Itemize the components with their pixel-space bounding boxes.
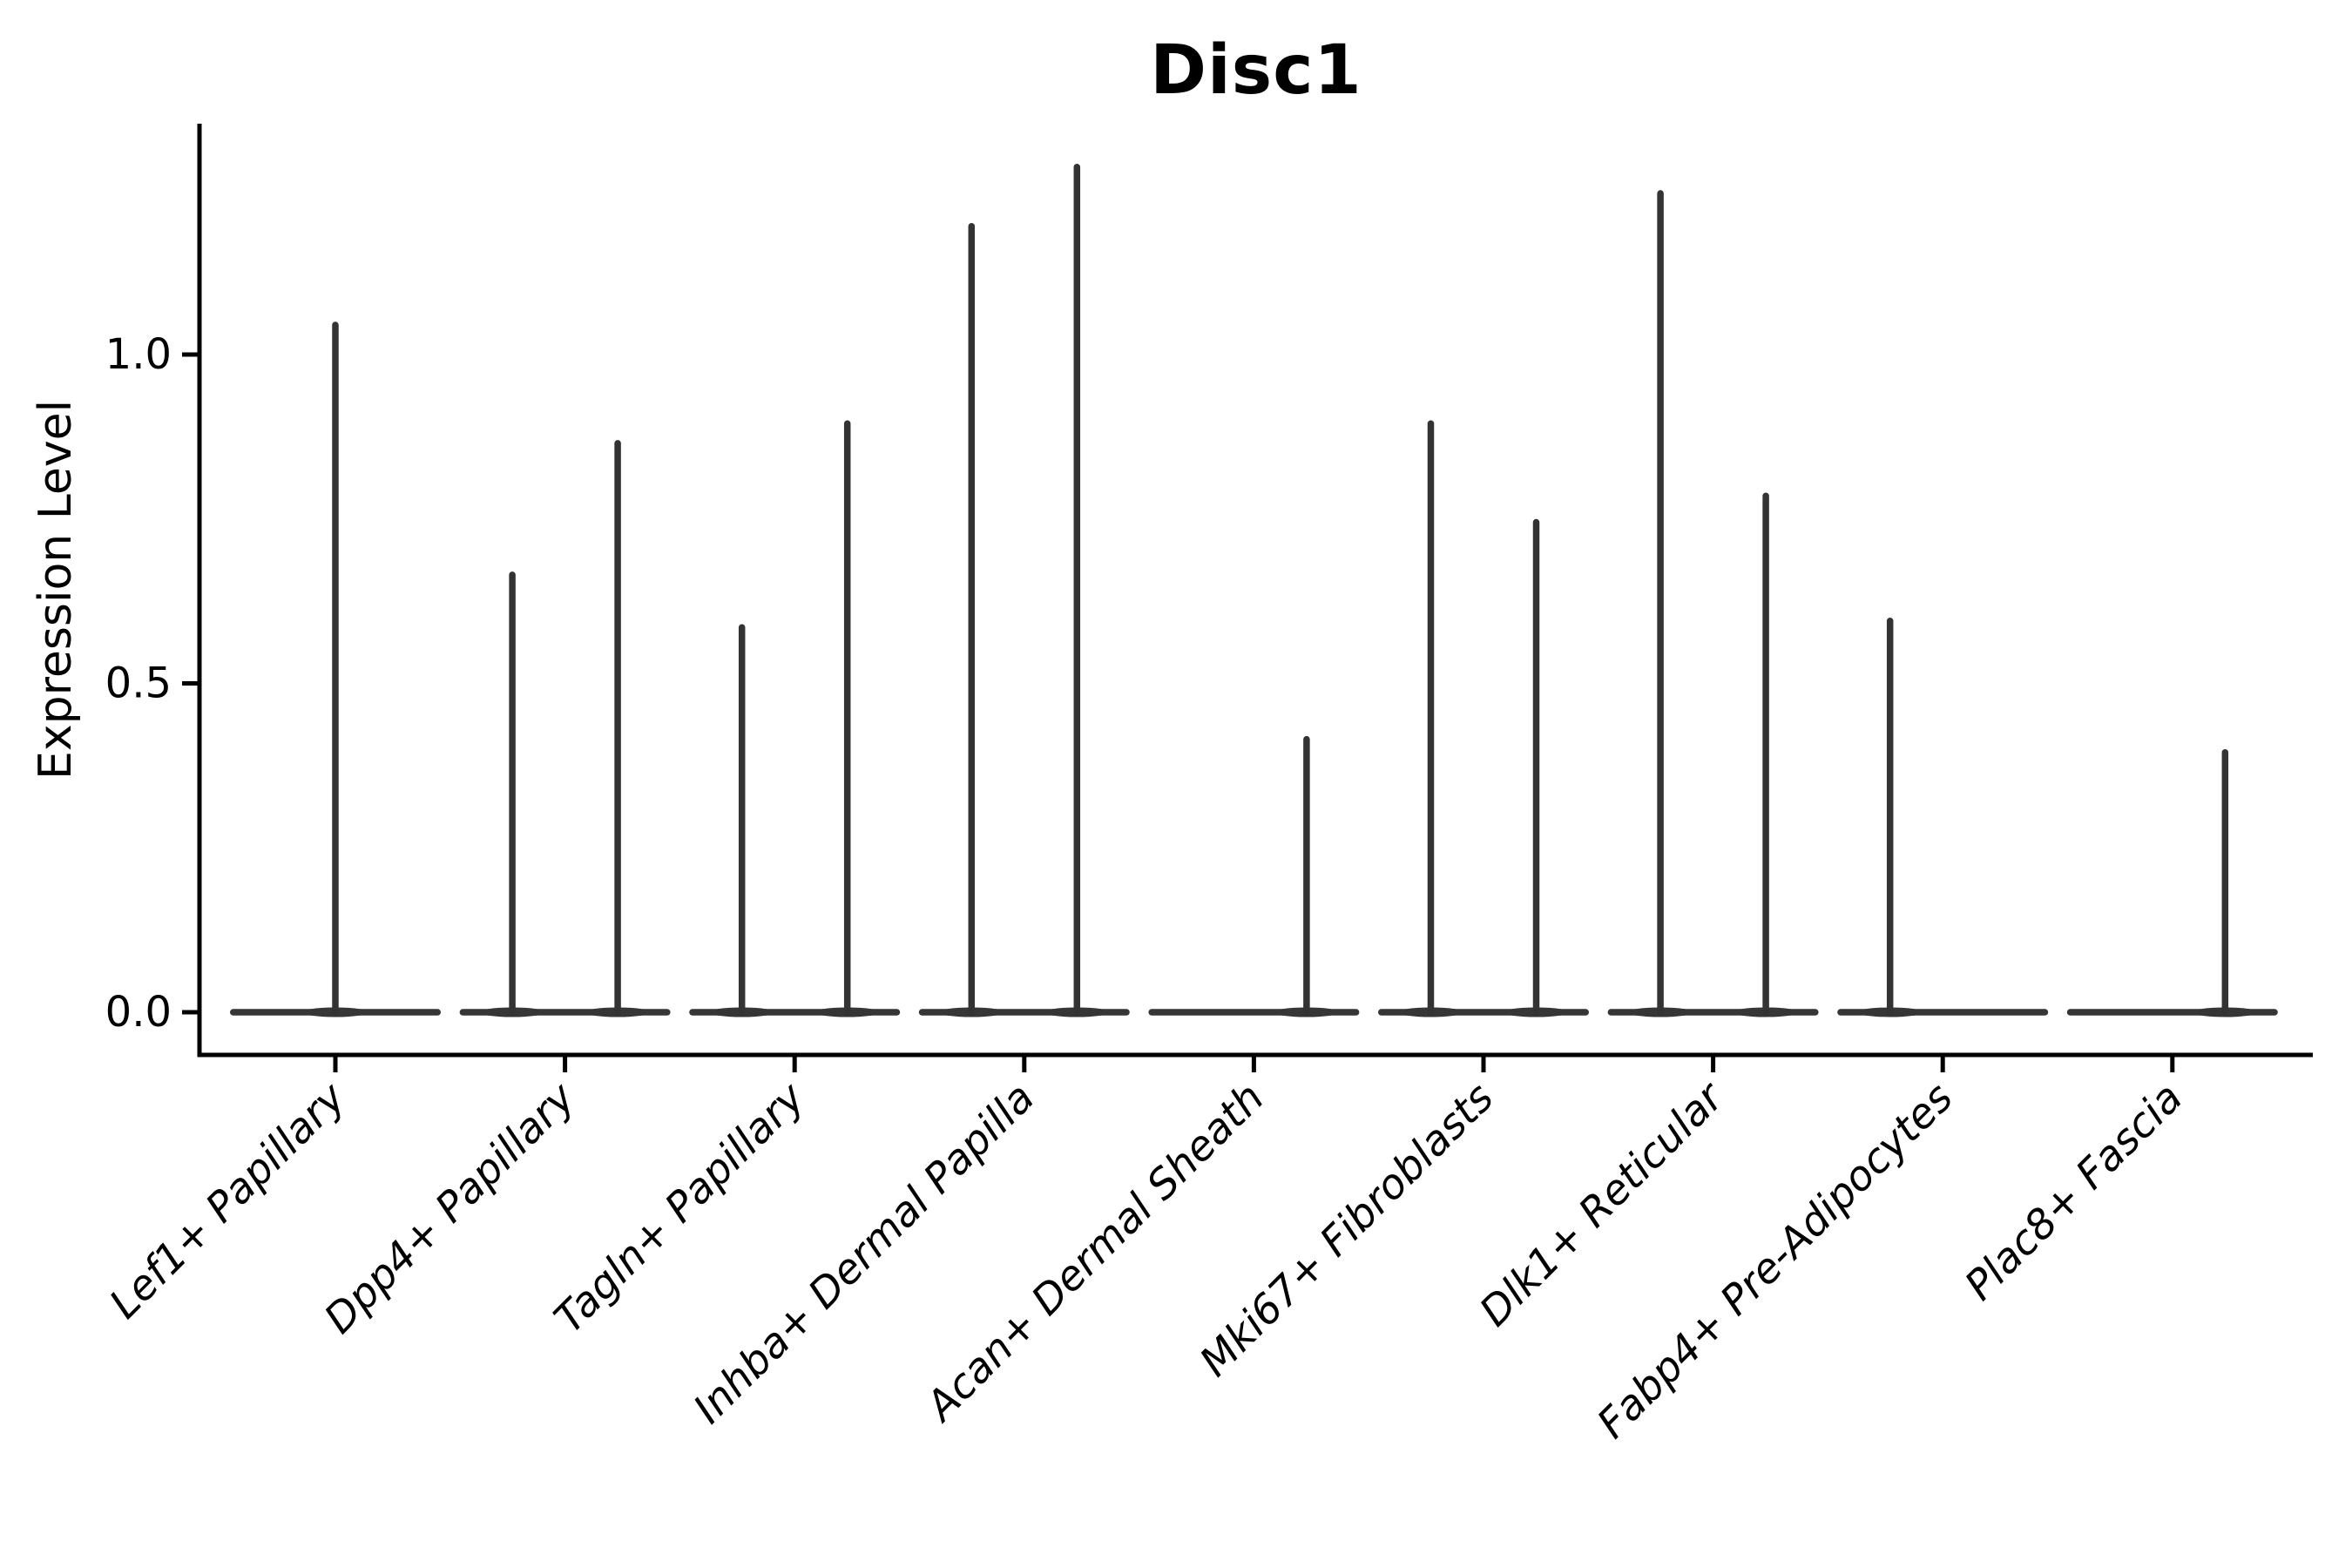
x-tick-label: Lef1+ Papillary xyxy=(100,1073,355,1328)
y-tick-label: 0.0 xyxy=(105,988,172,1037)
y-tick-label: 0.5 xyxy=(105,659,172,708)
y-tick-label: 1.0 xyxy=(105,330,172,379)
figure-title: Disc1 xyxy=(1150,31,1362,110)
x-tick-label: Dlk1+ Reticular xyxy=(1470,1072,1734,1336)
x-tick-label: Tagln+ Papillary xyxy=(545,1073,815,1343)
x-tick-label: Plac8+ Fascia xyxy=(1956,1074,2192,1310)
x-tick-label: Dpp4+ Papillary xyxy=(315,1073,585,1343)
